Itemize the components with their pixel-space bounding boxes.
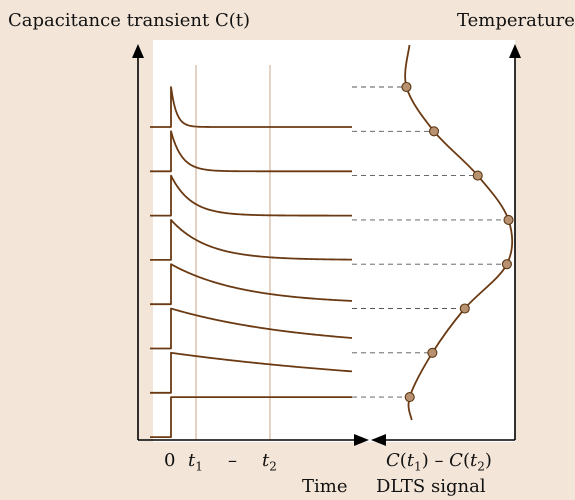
dlts-signal-point xyxy=(472,170,483,181)
transient-curve xyxy=(150,263,353,306)
dlts-signal-points xyxy=(401,81,514,403)
dlts-signal-point xyxy=(428,126,440,137)
dlts-signal-point xyxy=(401,81,412,93)
transient-curve xyxy=(150,86,352,128)
temperature-axis-arrowhead xyxy=(509,44,521,58)
transient-curve xyxy=(150,174,352,217)
t1-label: t1 xyxy=(188,450,203,474)
temperature-axis-label: Temperature xyxy=(457,10,575,31)
time-axis-label: Time xyxy=(302,476,348,497)
dlts-signal-curve xyxy=(404,44,514,421)
connector-lines xyxy=(352,86,509,398)
time-zero-label: 0 xyxy=(164,450,176,471)
capacitance-axis-label: Capacitance transient C(t) xyxy=(8,10,251,31)
time-axis-arrowhead xyxy=(354,434,369,446)
dlts-signal-point xyxy=(404,392,415,403)
plot-panel xyxy=(153,40,515,442)
minus-label: – xyxy=(228,450,237,471)
dlts-signal-line xyxy=(404,44,514,421)
transient-curve xyxy=(150,219,353,261)
transient-curve xyxy=(150,396,352,438)
dlts-signal-point xyxy=(501,259,512,270)
dlts-signal-label: DLTS signal xyxy=(376,476,486,497)
signal-axis-arrowhead xyxy=(371,434,386,446)
dlts-signal-point xyxy=(459,303,470,314)
transient-curve xyxy=(150,130,352,173)
transient-curve xyxy=(150,307,353,350)
dlts-expression-label: C(t1) – C(t2) xyxy=(386,450,492,474)
t2-subscript: 2 xyxy=(269,459,277,474)
axes xyxy=(132,44,521,446)
dlts-signal-point xyxy=(503,214,514,225)
capacitance-axis-arrowhead xyxy=(132,44,144,58)
dlts-signal-point xyxy=(427,347,438,358)
transient-curves xyxy=(150,86,353,438)
transient-curve xyxy=(150,351,353,394)
t2-label: t2 xyxy=(262,450,277,474)
t1-subscript: 1 xyxy=(195,459,203,474)
